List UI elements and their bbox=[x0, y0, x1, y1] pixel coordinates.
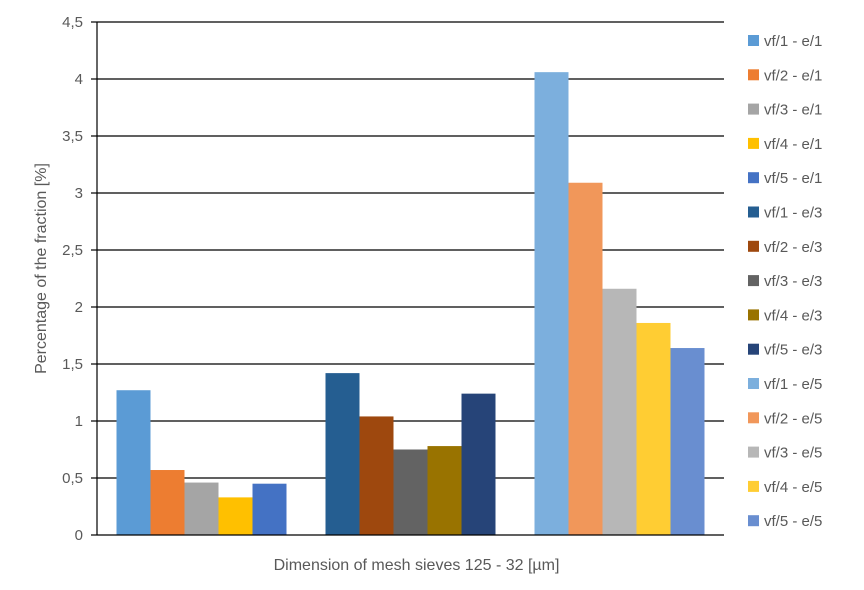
legend-label: vf/1 - e/5 bbox=[764, 376, 822, 393]
legend-label: vf/2 - e/5 bbox=[764, 410, 822, 427]
y-tick-label: 0,5 bbox=[62, 470, 83, 487]
bar-vf-5-e-5 bbox=[670, 348, 705, 535]
legend-swatch bbox=[748, 515, 759, 527]
legend-swatch bbox=[748, 446, 759, 458]
legend-swatch bbox=[748, 240, 759, 252]
legend-swatch bbox=[748, 172, 759, 184]
legend-label: vf/3 - e/1 bbox=[764, 102, 822, 119]
bar-vf-2-e-1 bbox=[150, 470, 185, 535]
legend-swatch bbox=[748, 103, 759, 115]
y-tick-label: 0 bbox=[75, 527, 83, 544]
bar-vf-3-e-1 bbox=[184, 482, 219, 535]
x-axis-title: Dimension of mesh sieves 125 - 32 [µm] bbox=[274, 557, 560, 574]
grid bbox=[97, 21, 724, 479]
y-tick-label: 3,5 bbox=[62, 128, 83, 145]
y-tick-label: 2,5 bbox=[62, 242, 83, 259]
legend-swatch bbox=[748, 35, 759, 46]
legend-swatch bbox=[748, 275, 759, 287]
legend-label: vf/3 - e/5 bbox=[764, 445, 822, 462]
y-tick-label: 4 bbox=[75, 71, 83, 88]
bar-vf-4-e-1 bbox=[218, 497, 253, 535]
legend-label: vf/4 - e/5 bbox=[764, 479, 822, 496]
legend-swatch bbox=[748, 206, 759, 218]
y-tick-label: 1,5 bbox=[62, 356, 83, 373]
legend-label: vf/5 - e/3 bbox=[764, 342, 822, 359]
legend-swatch bbox=[748, 412, 759, 424]
axes bbox=[91, 21, 724, 536]
legend-label: vf/2 - e/3 bbox=[764, 239, 822, 256]
bar-vf-1-e-1 bbox=[116, 390, 151, 535]
bar-vf-5-e-1 bbox=[252, 483, 287, 535]
legend-label: vf/4 - e/1 bbox=[764, 136, 822, 153]
legend: vf/1 - e/1 vf/2 - e/1 vf/3 - e/1 vf/4 - e/1… bbox=[748, 33, 822, 530]
legend-label: vf/5 - e/5 bbox=[764, 513, 822, 530]
legend-swatch bbox=[748, 378, 759, 389]
y-tick-label: 2 bbox=[75, 299, 83, 316]
bar-vf-4-e-5 bbox=[636, 322, 671, 535]
legend-swatch bbox=[748, 343, 759, 355]
legend-swatch bbox=[748, 69, 759, 81]
bar-vf-5-e-3 bbox=[461, 393, 496, 535]
y-tick-label: 3 bbox=[75, 185, 83, 202]
y-axis-title: Percentage of the fraction [%] bbox=[33, 163, 50, 374]
legend-label: vf/3 - e/3 bbox=[764, 273, 822, 290]
legend-label: vf/2 - e/1 bbox=[764, 67, 822, 84]
legend-swatch bbox=[748, 137, 759, 149]
bar-vf-3-e-5 bbox=[602, 288, 637, 535]
legend-swatch bbox=[748, 309, 759, 321]
legend-label: vf/1 - e/1 bbox=[764, 33, 822, 50]
bars bbox=[116, 72, 705, 536]
bar-vf-2-e-5 bbox=[568, 182, 603, 536]
bar-vf-4-e-3 bbox=[427, 446, 462, 535]
bar-vf-1-e-3 bbox=[325, 373, 360, 535]
legend-label: vf/4 - e/3 bbox=[764, 307, 822, 324]
bar-vf-1-e-5 bbox=[534, 72, 569, 535]
legend-label: vf/1 - e/3 bbox=[764, 205, 822, 222]
legend-swatch bbox=[748, 480, 759, 492]
y-axis-ticks: 0 0,5 1 1,5 2 2,5 3 3,5 4 4,5 bbox=[62, 14, 83, 544]
y-tick-label: 4,5 bbox=[62, 14, 83, 31]
y-tick-label: 1 bbox=[75, 413, 83, 430]
bar-vf-2-e-3 bbox=[359, 416, 394, 535]
bar-vf-3-e-3 bbox=[393, 449, 428, 535]
legend-label: vf/5 - e/1 bbox=[764, 170, 822, 187]
